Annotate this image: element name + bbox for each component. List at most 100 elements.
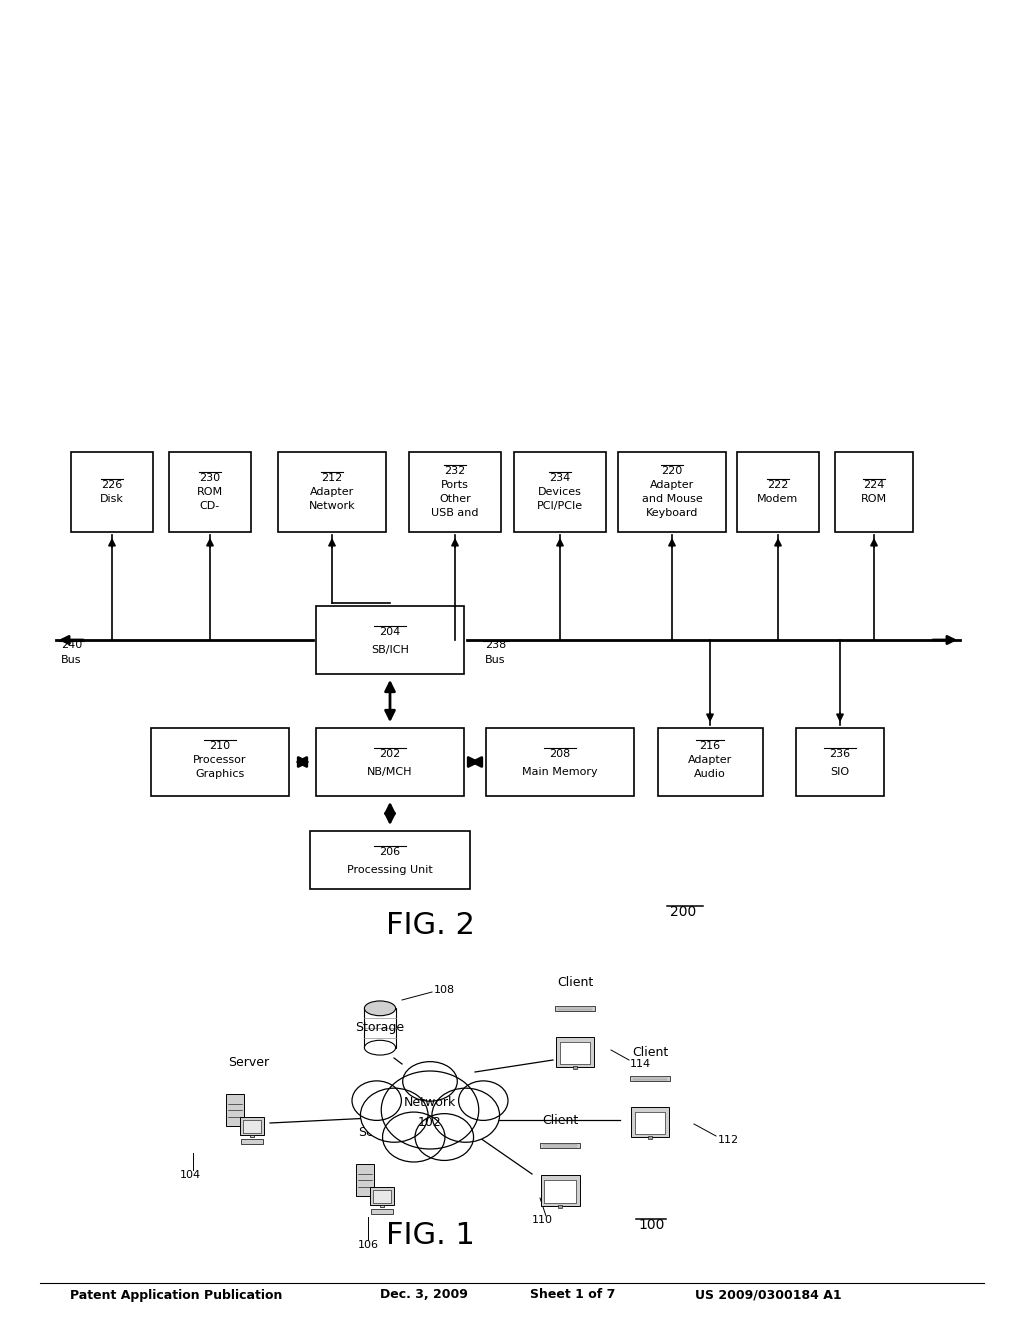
Ellipse shape bbox=[459, 1081, 508, 1121]
Text: ROM: ROM bbox=[861, 494, 887, 504]
Text: Dec. 3, 2009: Dec. 3, 2009 bbox=[380, 1288, 468, 1302]
Text: 208: 208 bbox=[549, 748, 570, 759]
Bar bbox=[71, 451, 153, 532]
Text: Disk: Disk bbox=[100, 494, 124, 504]
Text: ROM: ROM bbox=[197, 487, 223, 498]
Text: Patent Application Publication: Patent Application Publication bbox=[70, 1288, 283, 1302]
Text: Main Memory: Main Memory bbox=[522, 767, 598, 777]
Bar bbox=[486, 729, 634, 796]
Bar bbox=[635, 1111, 666, 1134]
Text: 224: 224 bbox=[863, 480, 885, 490]
Text: 112: 112 bbox=[718, 1135, 739, 1144]
Text: 236: 236 bbox=[829, 748, 851, 759]
Bar bbox=[648, 1137, 652, 1139]
Ellipse shape bbox=[352, 1081, 401, 1121]
Text: 104: 104 bbox=[179, 1170, 201, 1180]
Bar bbox=[371, 1209, 393, 1213]
Text: 234: 234 bbox=[549, 473, 570, 483]
Text: SIO: SIO bbox=[830, 767, 850, 777]
Bar bbox=[380, 1205, 384, 1208]
Text: 102: 102 bbox=[418, 1115, 442, 1129]
Text: 220: 220 bbox=[662, 466, 683, 477]
Bar bbox=[631, 1076, 670, 1081]
Text: Bus: Bus bbox=[61, 655, 82, 665]
Text: 212: 212 bbox=[322, 473, 343, 483]
Bar bbox=[409, 451, 501, 532]
Text: Audio: Audio bbox=[694, 770, 726, 779]
Ellipse shape bbox=[432, 1088, 500, 1142]
Text: PCI/PCIe: PCI/PCIe bbox=[537, 502, 583, 511]
Text: 216: 216 bbox=[699, 741, 721, 751]
Text: 206: 206 bbox=[380, 847, 400, 857]
Text: FIG. 2: FIG. 2 bbox=[386, 911, 474, 940]
Text: USB and: USB and bbox=[431, 508, 479, 517]
Text: 210: 210 bbox=[210, 741, 230, 751]
Bar bbox=[278, 451, 386, 532]
Bar bbox=[560, 1041, 591, 1064]
Ellipse shape bbox=[360, 1088, 428, 1142]
Text: 202: 202 bbox=[379, 748, 400, 759]
Text: Client: Client bbox=[557, 975, 593, 989]
Ellipse shape bbox=[365, 1040, 395, 1055]
Text: Bus: Bus bbox=[485, 655, 506, 665]
Text: 110: 110 bbox=[532, 1214, 553, 1225]
Bar bbox=[631, 1107, 669, 1137]
Text: 240: 240 bbox=[61, 640, 82, 649]
Text: Client: Client bbox=[542, 1114, 579, 1126]
Text: Network: Network bbox=[403, 1096, 456, 1109]
Bar bbox=[556, 1038, 594, 1067]
Bar bbox=[540, 1143, 581, 1148]
Text: Graphics: Graphics bbox=[196, 770, 245, 779]
Bar bbox=[225, 1094, 245, 1126]
Text: Adapter: Adapter bbox=[650, 480, 694, 490]
Bar bbox=[373, 1189, 391, 1203]
Ellipse shape bbox=[381, 1071, 479, 1148]
Text: Adapter: Adapter bbox=[688, 755, 732, 766]
Bar bbox=[796, 729, 884, 796]
Bar bbox=[310, 832, 470, 888]
Text: 200: 200 bbox=[670, 906, 696, 919]
Text: 230: 230 bbox=[200, 473, 220, 483]
Bar bbox=[365, 1008, 395, 1048]
Text: 226: 226 bbox=[101, 480, 123, 490]
Text: Keyboard: Keyboard bbox=[646, 508, 698, 517]
Text: 238: 238 bbox=[485, 640, 506, 649]
Text: 100: 100 bbox=[638, 1218, 665, 1232]
Bar bbox=[169, 451, 251, 532]
Ellipse shape bbox=[415, 1114, 473, 1160]
Text: Server: Server bbox=[228, 1056, 269, 1069]
Ellipse shape bbox=[383, 1111, 445, 1162]
Text: Processing Unit: Processing Unit bbox=[347, 865, 433, 875]
Bar bbox=[370, 1187, 394, 1205]
Text: Ports: Ports bbox=[441, 480, 469, 490]
Text: Server: Server bbox=[358, 1126, 399, 1139]
Text: Other: Other bbox=[439, 494, 471, 504]
Bar bbox=[241, 1139, 263, 1143]
Text: 204: 204 bbox=[379, 627, 400, 638]
Text: Storage: Storage bbox=[355, 1022, 404, 1035]
Bar bbox=[316, 606, 464, 675]
Bar bbox=[514, 451, 606, 532]
Text: NB/MCH: NB/MCH bbox=[368, 767, 413, 777]
Text: FIG. 1: FIG. 1 bbox=[386, 1221, 474, 1250]
Bar bbox=[151, 729, 289, 796]
Bar bbox=[316, 729, 464, 796]
Bar bbox=[618, 451, 726, 532]
Bar bbox=[240, 1117, 264, 1135]
Bar bbox=[657, 729, 763, 796]
Bar bbox=[541, 1175, 580, 1206]
Ellipse shape bbox=[365, 1001, 395, 1015]
Text: SB/ICH: SB/ICH bbox=[371, 645, 409, 655]
Text: US 2009/0300184 A1: US 2009/0300184 A1 bbox=[695, 1288, 842, 1302]
Text: 114: 114 bbox=[630, 1059, 651, 1069]
Bar bbox=[737, 451, 819, 532]
Text: CD-: CD- bbox=[200, 502, 220, 511]
Text: Network: Network bbox=[308, 502, 355, 511]
Text: 232: 232 bbox=[444, 466, 466, 477]
Text: Devices: Devices bbox=[538, 487, 582, 498]
Text: Adapter: Adapter bbox=[310, 487, 354, 498]
Text: Client: Client bbox=[632, 1045, 668, 1059]
Bar bbox=[355, 1164, 375, 1196]
Bar bbox=[243, 1119, 261, 1133]
Bar bbox=[835, 451, 913, 532]
